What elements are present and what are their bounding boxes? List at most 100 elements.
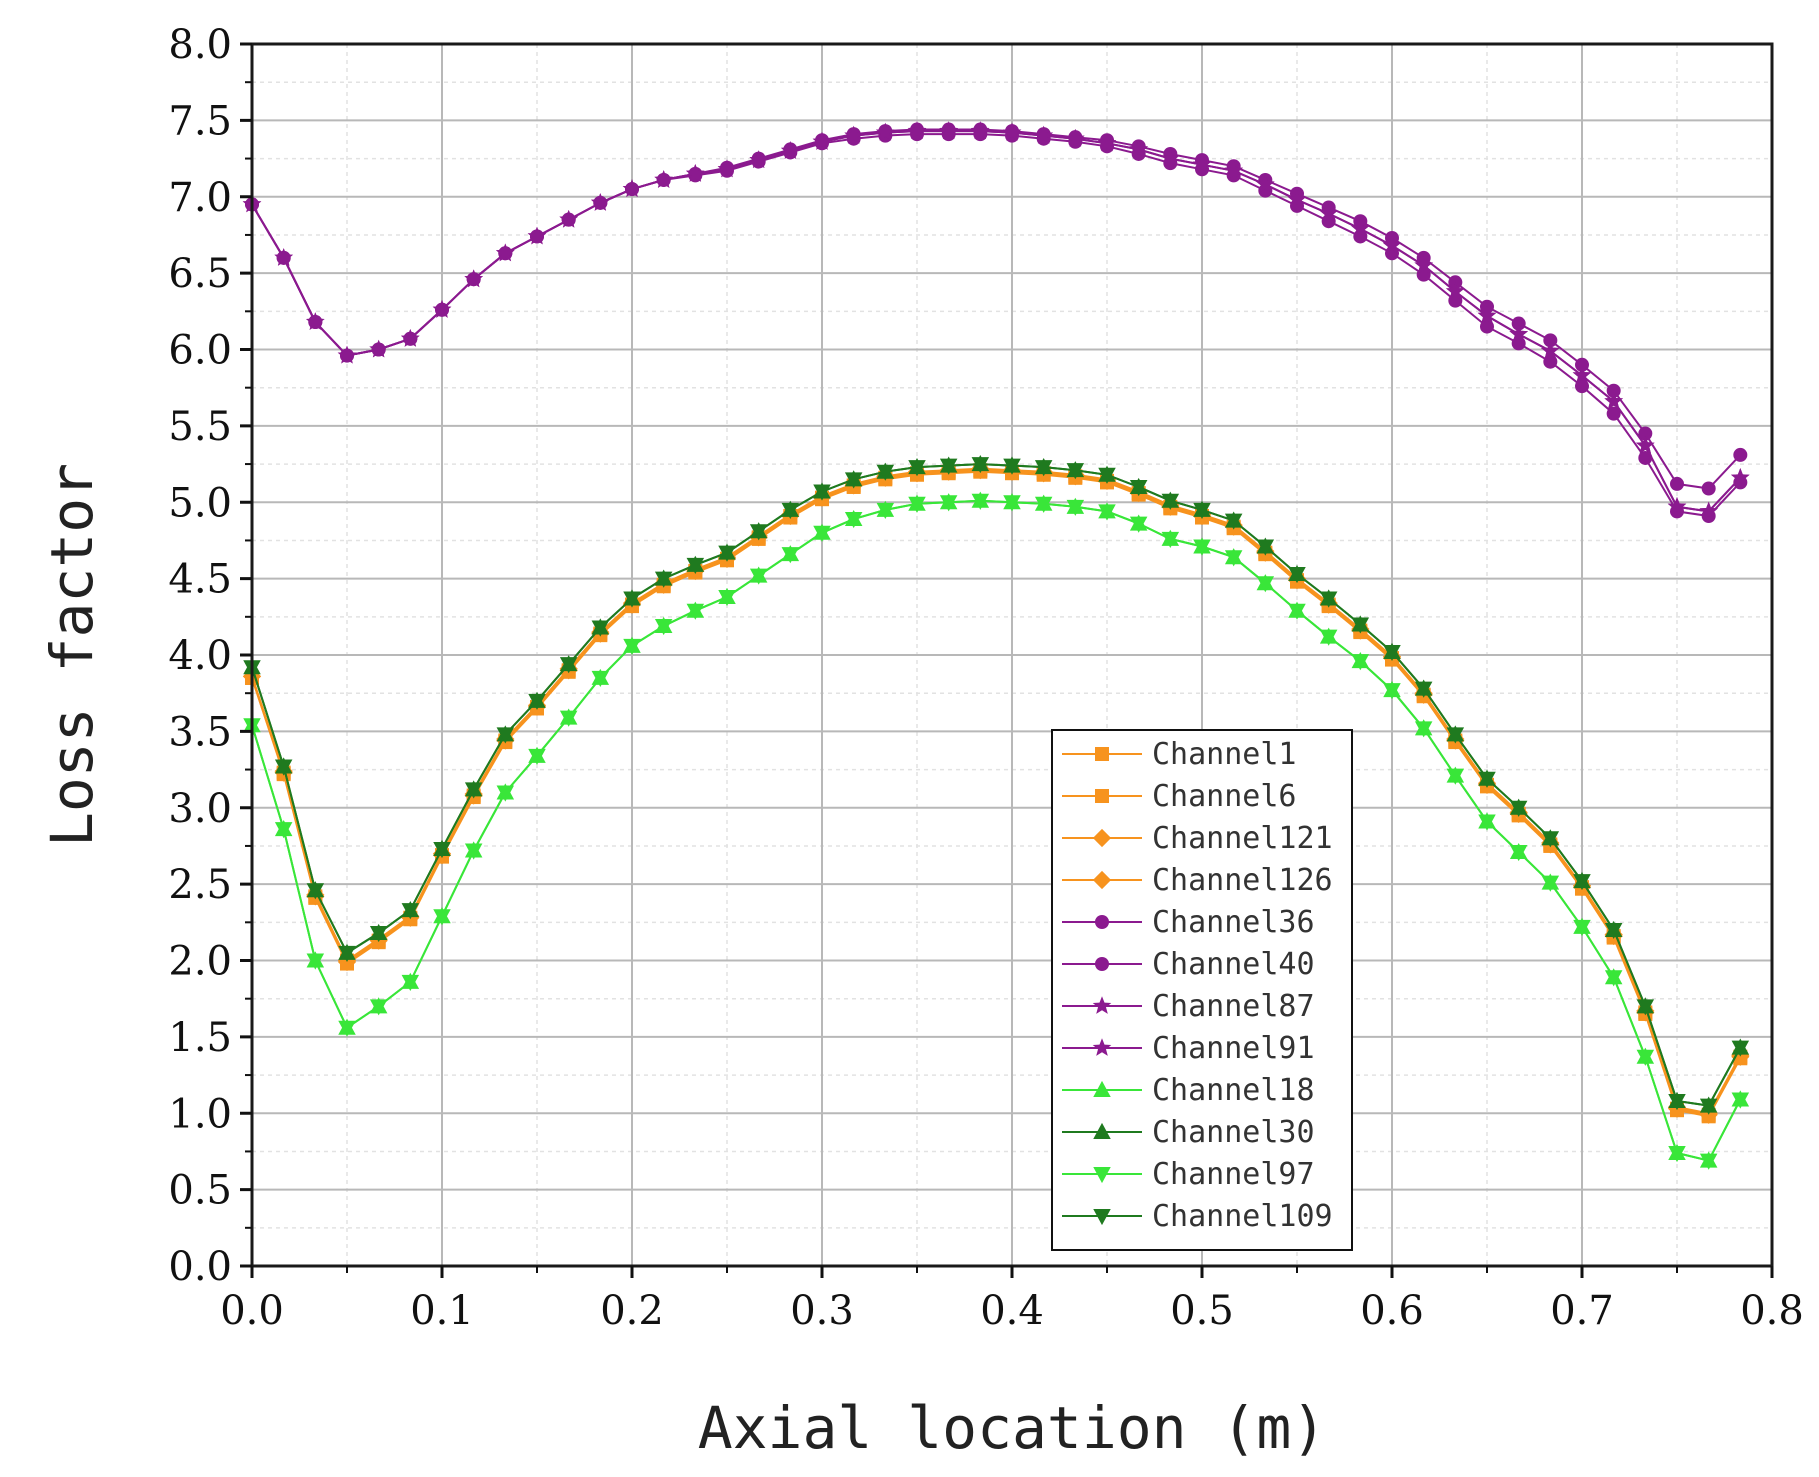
legend-label: Channel121 [1152,821,1333,856]
data-point [1511,336,1526,351]
x-tick-label: 0.3 [790,1288,854,1334]
legend-item: Channel87 [1062,989,1315,1024]
data-point [1319,203,1338,222]
data-point [401,329,420,347]
legend-item: Channel91 [1062,1031,1315,1066]
x-axis-title: Axial location (m) [698,1394,1327,1462]
data-point [939,495,958,512]
data-point [623,591,641,608]
data-point [1414,721,1433,738]
data-point [1699,501,1718,520]
data-point [1224,161,1243,179]
data-point [654,170,673,188]
data-point [812,132,832,150]
data-point [1572,365,1592,384]
legend-label: Channel1 [1152,737,1297,772]
data-point [1066,499,1085,516]
data-point [971,457,990,474]
data-point [1606,406,1621,421]
data-point [1382,235,1402,254]
data-point [1575,379,1589,394]
data-point [1509,845,1528,862]
data-point [844,125,863,144]
data-point [306,883,325,900]
data-point [1193,502,1211,519]
legend-item: Channel126 [1062,863,1333,898]
data-point [1414,255,1433,274]
series-layer [242,121,1750,1170]
data-point [1543,354,1558,369]
data-point [1604,922,1623,940]
data-point [1670,476,1684,491]
data-point [337,345,357,364]
data-point [1351,617,1370,634]
data-point [813,484,831,501]
data-point [401,903,420,920]
data-point [908,496,926,513]
y-tick-label: 8.0 [168,22,232,68]
legend-label: Channel91 [1152,1031,1315,1066]
data-point [306,953,325,970]
data-point [1256,174,1275,193]
y-tick-label: 4.0 [168,633,232,679]
data-point [1478,814,1496,831]
data-point [528,693,546,710]
data-point [1034,496,1053,513]
data-point [591,670,610,688]
data-point [274,822,293,839]
data-point [464,782,483,799]
legend: Channel1 Channel6 Channel121 Channel126 Chan… [1051,729,1353,1251]
data-point [1034,460,1053,477]
legend-marker [1095,915,1109,929]
data-point [1351,654,1370,671]
x-tick-label: 0.5 [1170,1288,1234,1334]
y-axis-title: Loss factor [38,463,106,847]
data-point [971,121,990,139]
data-point [813,525,831,542]
data-point [1667,497,1687,515]
legend-item: Channel30 [1062,1115,1315,1150]
data-point [1541,875,1560,892]
data-point [844,512,863,529]
data-point [654,618,673,636]
series-line [251,467,1742,1115]
data-point [1066,128,1085,147]
legend-label: Channel109 [1152,1199,1333,1234]
data-point [1731,1040,1750,1057]
legend-marker [1095,789,1109,803]
y-tick-label: 5.0 [168,480,232,526]
x-tick-label: 0.0 [220,1288,284,1334]
data-point [1733,447,1748,462]
data-point [464,269,483,288]
legend-item: Channel97 [1062,1157,1315,1192]
data-point [1541,831,1560,848]
legend-marker [1092,996,1112,1014]
y-tick-label: 7.5 [168,98,232,144]
data-point [527,226,547,245]
legend-marker [1095,747,1109,761]
data-point [1383,644,1401,662]
data-point [1604,970,1623,987]
data-point [1446,281,1465,300]
y-tick-label: 1.0 [168,1091,232,1137]
data-point [1193,539,1211,556]
legend-item: Channel18 [1062,1073,1315,1108]
series-line [251,499,1742,1162]
tick-labels: 0.0 0.5 1.0 1.5 2.0 2.5 3.0 3.5 4.0 4.5 5.0 5.5 6.0 6… [168,22,1803,1334]
y-tick-label: 2.5 [168,862,232,908]
data-point [1478,771,1496,788]
legend-item: Channel109 [1062,1199,1333,1234]
data-point [496,727,515,744]
data-point [1699,1098,1718,1115]
data-point [528,748,546,765]
data-point [432,300,452,318]
data-point [654,571,673,588]
legend-marker [1092,828,1112,848]
legend-item: Channel40 [1062,947,1315,982]
data-point [1480,319,1494,334]
data-point [686,603,705,620]
y-tick-label: 1.5 [168,1015,232,1061]
data-point [1573,919,1591,936]
y-tick-label: 3.5 [168,709,232,755]
